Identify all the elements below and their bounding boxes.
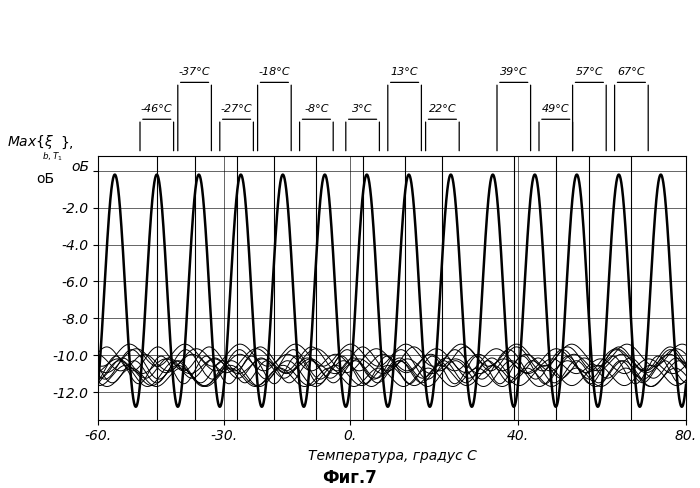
Text: 39°C: 39°C — [500, 67, 528, 77]
X-axis label: Температура, градус C: Температура, градус C — [307, 449, 477, 463]
Text: 13°C: 13°C — [391, 67, 419, 77]
Text: $\},$: $\},$ — [60, 135, 74, 151]
Text: -46°C: -46°C — [141, 104, 173, 114]
Text: $Max\{\xi$: $Max\{\xi$ — [7, 133, 54, 151]
Text: -37°C: -37°C — [178, 67, 211, 77]
Text: оБ: оБ — [36, 172, 55, 186]
Text: $_{b,T_1}$: $_{b,T_1}$ — [42, 150, 63, 163]
Text: 49°C: 49°C — [542, 104, 570, 114]
Text: -8°C: -8°C — [304, 104, 329, 114]
Text: Фиг.7: Фиг.7 — [323, 469, 377, 487]
Text: 67°C: 67°C — [617, 67, 645, 77]
Text: 3°C: 3°C — [352, 104, 373, 114]
Text: 57°C: 57°C — [575, 67, 603, 77]
Text: -18°C: -18°C — [258, 67, 290, 77]
Text: -27°C: -27°C — [220, 104, 253, 114]
Text: 22°C: 22°C — [428, 104, 456, 114]
Text: оБ: оБ — [71, 160, 90, 174]
